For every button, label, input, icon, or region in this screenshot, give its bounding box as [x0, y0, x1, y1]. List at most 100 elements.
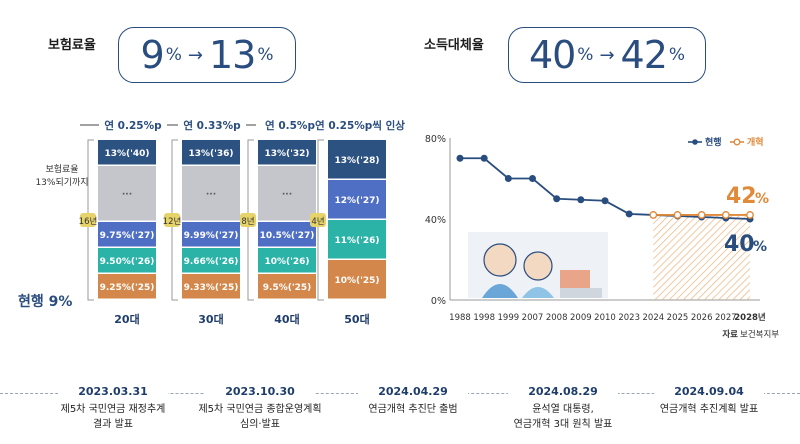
replacement-from-value: 40 — [528, 33, 576, 77]
side-label-line2: 13%되기까지 — [35, 177, 88, 188]
timeline-date: 2023.10.30 — [205, 385, 315, 398]
stack-segment — [258, 166, 316, 221]
stack-segment — [328, 140, 386, 179]
x-tick-label: 1998 — [473, 313, 495, 323]
replacement-rate-title: 소득대체율 — [424, 38, 484, 53]
source-value: 보건복지부 — [740, 329, 779, 340]
timeline-event: 윤석열 대통령, 연금개혁 3대 원칙 발표 — [483, 402, 643, 432]
timeline-event-line: 제5차 국민연금 재정추계 — [60, 404, 166, 415]
person-face-icon — [523, 251, 553, 281]
segment-label: 10%('25) — [334, 276, 379, 286]
timeline-event-line: 심의·발표 — [240, 419, 280, 430]
segment-label: ··· — [122, 190, 132, 200]
stack-segment — [98, 140, 156, 165]
x-tick-label: 2023 — [618, 313, 640, 323]
annual-increase-label: 연 0.5%p — [265, 119, 315, 132]
category-label: 50대 — [344, 312, 369, 326]
x-tick-label: 1988 — [449, 313, 471, 323]
y-tick-label: 80% — [425, 134, 446, 145]
person-face-icon — [483, 243, 517, 277]
stack-segment — [258, 248, 316, 273]
years-label: 12년 — [163, 216, 182, 227]
years-badge — [164, 213, 180, 227]
reform-data-point — [697, 211, 706, 219]
stack-segment — [258, 222, 316, 247]
x-tick-label: 2007 — [522, 313, 544, 323]
person-body-icon — [482, 284, 518, 298]
timeline-event-line: 연금개혁 3대 원칙 발표 — [513, 419, 613, 430]
stack-segment — [182, 166, 240, 221]
segment-label: ··· — [206, 190, 216, 200]
years-badge — [240, 213, 256, 227]
legend-reform-marker — [733, 138, 741, 146]
segment-label: 9.99%('27) — [184, 231, 239, 241]
segment-label: 11%('26) — [334, 236, 379, 246]
rate-from-value: 9 — [140, 33, 165, 77]
source-label: 자료 — [722, 329, 738, 340]
stack-segment — [182, 222, 240, 247]
replacement-to-unit: % — [668, 45, 686, 65]
reform-data-point — [746, 211, 754, 219]
current-rate-label: 현행 9% — [18, 294, 72, 310]
current-data-point — [504, 175, 512, 182]
timeline-event-line: 제5차 국민연금 종합운영계획 — [198, 404, 322, 415]
current-data-point — [577, 196, 585, 204]
category-label: 40대 — [274, 312, 299, 326]
coin-stack-icon — [560, 270, 590, 290]
timeline-event: 연금개혁 추진단 출범 — [333, 402, 493, 417]
stack-segment — [328, 260, 386, 299]
timeline-date: 2023.03.31 — [58, 385, 168, 398]
current-end-label: 40 — [724, 232, 755, 257]
person-body-icon — [522, 287, 554, 298]
segment-label: 9.66%('26) — [184, 257, 239, 267]
x-tick-label: 2028년 — [734, 312, 766, 323]
y-tick-label: 0% — [431, 296, 446, 307]
stack-segment — [98, 222, 156, 247]
banknote-icon — [560, 288, 602, 298]
timeline-event-line: 연금개혁 추진단 출범 — [368, 404, 458, 415]
stack-segment — [182, 248, 240, 273]
years-label: 8년 — [241, 216, 254, 227]
timeline-event: 연금개혁 추진계획 발표 — [629, 402, 789, 417]
segment-label: 13%('28) — [334, 156, 379, 166]
series-line-0 — [460, 157, 751, 220]
x-tick-label: 2027 — [715, 313, 737, 323]
segment-label: ··· — [282, 190, 292, 200]
years-badge — [310, 213, 326, 227]
annual-increase-bg — [316, 116, 404, 132]
segment-label: 12%('27) — [334, 196, 379, 206]
annual-increase-bg — [256, 116, 324, 132]
segment-label: 13%('32) — [264, 149, 309, 159]
rate-from-unit: % — [165, 45, 182, 65]
stack-segment — [98, 166, 156, 221]
timeline: 2023.03.31 제5차 국민연금 재정추계 결과 발표 2023.10.30 제5… — [0, 378, 800, 444]
reform-end-unit: % — [755, 191, 769, 207]
legend-current-label: 현행 — [705, 136, 722, 148]
stack-segment — [328, 220, 386, 259]
segment-label: 13%('40) — [104, 149, 149, 159]
segment-label: 10.5%('27) — [260, 231, 315, 241]
stack-segment — [328, 180, 386, 219]
annual-increase-label: 연 0.25%p씩 인상 — [315, 119, 405, 132]
category-label: 30대 — [198, 312, 223, 326]
replacement-to-value: 42 — [620, 33, 668, 77]
timeline-event: 제5차 국민연금 재정추계 결과 발표 — [33, 402, 193, 432]
category-label: 20대 — [114, 312, 139, 326]
x-tick-label: 2009 — [570, 313, 592, 323]
reform-end-label: 42 — [726, 184, 757, 209]
current-data-point — [625, 210, 633, 218]
elderly-couple-illustration — [468, 232, 608, 298]
timeline-date: 2024.08.29 — [508, 385, 618, 398]
current-data-point — [553, 195, 561, 203]
chart-legend: 현행 개혁 — [688, 136, 764, 148]
reform-data-point — [673, 211, 682, 219]
timeline-event-line: 연금개혁 추진계획 발표 — [659, 404, 759, 415]
reform-data-point — [649, 211, 658, 219]
stack-segment — [98, 274, 156, 299]
replacement-from-unit: % — [577, 45, 594, 65]
timeline-date: 2024.04.29 — [358, 385, 468, 398]
reform-data-point — [721, 211, 730, 219]
